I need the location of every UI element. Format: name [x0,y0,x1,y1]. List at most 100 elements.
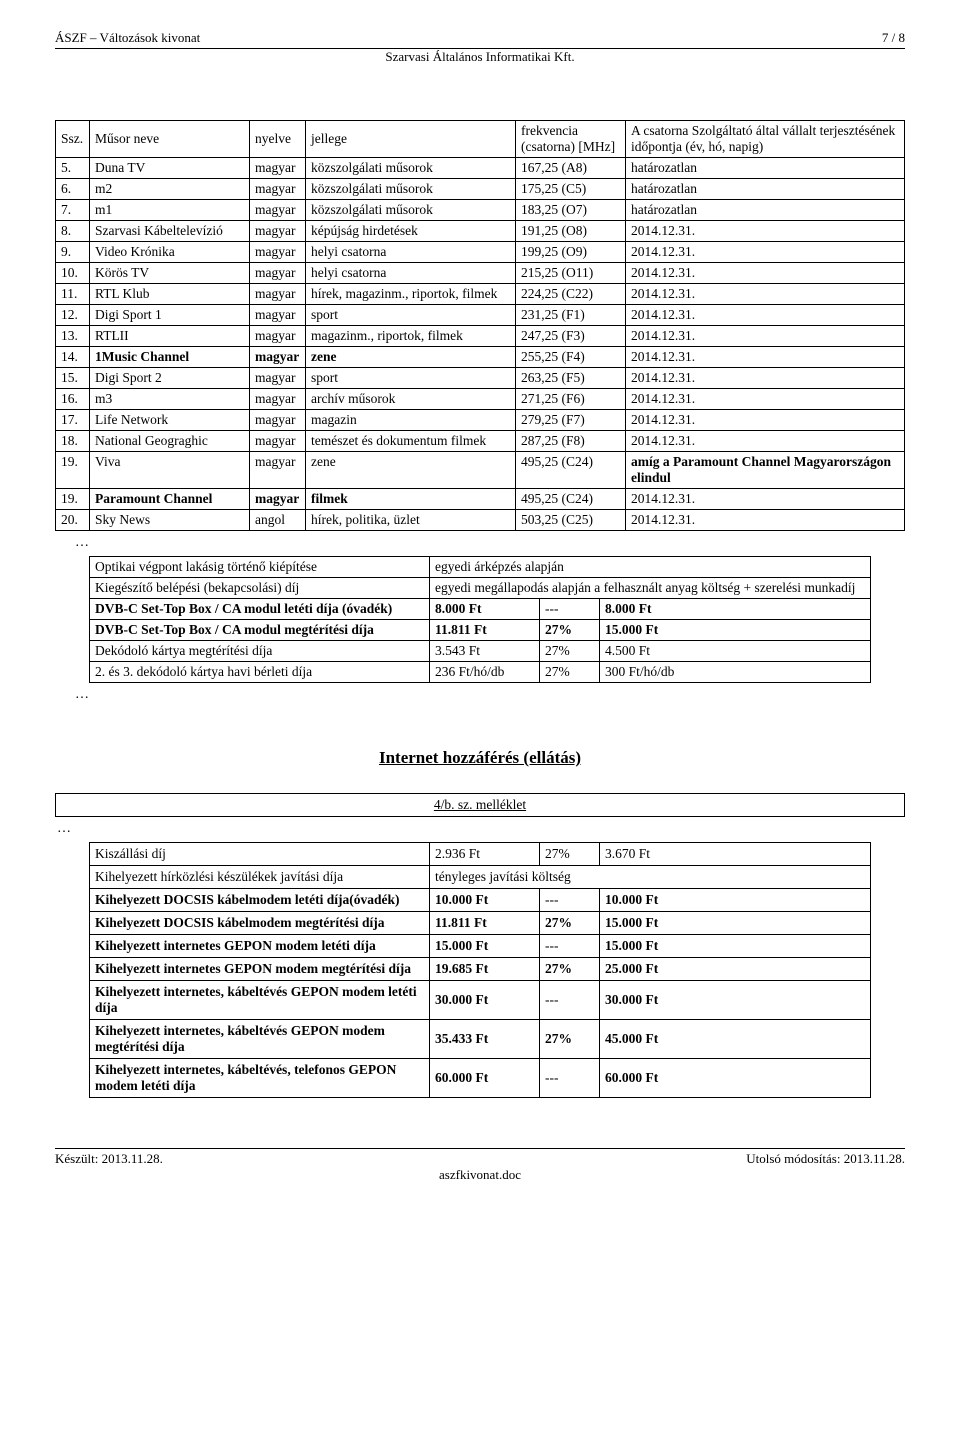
table-cell: 8.000 Ft [430,599,540,620]
table-cell: archív műsorok [306,389,516,410]
table-row: Kihelyezett hírközlési készülékek javítá… [90,866,871,889]
table-cell: 2. és 3. dekódoló kártya havi bérleti dí… [90,662,430,683]
table-cell: tényleges javítási költség [430,866,871,889]
section-title: Internet hozzáférés (ellátás) [55,748,905,768]
table-cell: 27% [540,662,600,683]
table-row: 19.Vivamagyarzene495,25 (C24)amíg a Para… [56,452,905,489]
table-cell: 27% [540,620,600,641]
table-row: 6.m2magyarközszolgálati műsorok175,25 (C… [56,179,905,200]
table-row: 14.1Music Channelmagyarzene255,25 (F4)20… [56,347,905,368]
table-row: DVB-C Set-Top Box / CA modul megtérítési… [90,620,871,641]
table-cell: 3.543 Ft [430,641,540,662]
table-cell: 15.000 Ft [600,935,871,958]
table-cell: Kihelyezett internetes, kábeltévés GEPON… [90,1020,430,1059]
table-cell: 2.936 Ft [430,843,540,866]
table-cell: Kihelyezett internetes GEPON modem letét… [90,935,430,958]
channels-header-cell: Ssz. [56,121,90,158]
table-cell: Kiegészítő belépési (bekapcsolási) díj [90,578,430,599]
table-cell: Kiszállási díj [90,843,430,866]
table-cell: 495,25 (C24) [516,489,626,510]
table-cell: magyar [250,179,306,200]
table-cell: 2014.12.31. [626,221,905,242]
table-cell: 5. [56,158,90,179]
table-cell: 4.500 Ft [600,641,871,662]
table-cell: 300 Ft/hó/db [600,662,871,683]
table-row: 15.Digi Sport 2magyarsport263,25 (F5)201… [56,368,905,389]
table-cell: Dekódoló kártya megtérítési díja [90,641,430,662]
table-row: Kiegészítő belépési (bekapcsolási) díjeg… [90,578,871,599]
table-cell: RTL Klub [90,284,250,305]
table-cell: m1 [90,200,250,221]
channels-header-cell: frekvencia (csatorna) [MHz] [516,121,626,158]
ellipsis-2: … [75,687,905,703]
table-cell: Duna TV [90,158,250,179]
table-cell: 3.670 Ft [600,843,871,866]
table-cell: 2014.12.31. [626,284,905,305]
table-row: 8.Szarvasi Kábeltelevíziómagyarképújság … [56,221,905,242]
table-cell: 45.000 Ft [600,1020,871,1059]
table-cell: 2014.12.31. [626,389,905,410]
table-cell: 10. [56,263,90,284]
table-cell: 27% [540,958,600,981]
table-cell: 19. [56,452,90,489]
page: ÁSZF – Változások kivonat 7 / 8 Szarvasi… [0,0,960,1433]
table-cell: 271,25 (F6) [516,389,626,410]
table-cell: Kihelyezett internetes, kábeltévés GEPON… [90,981,430,1020]
table-cell: 15. [56,368,90,389]
table-cell: 2014.12.31. [626,242,905,263]
table-cell: Digi Sport 1 [90,305,250,326]
page-footer: Készült: 2013.11.28. Utolsó módosítás: 2… [55,1148,905,1167]
table-cell: hírek, magazinm., riportok, filmek [306,284,516,305]
table-cell: 279,25 (F7) [516,410,626,431]
table-row: 9.Video Krónikamagyarhelyi csatorna199,2… [56,242,905,263]
table-cell: határozatlan [626,200,905,221]
table-row: 18.National Geograghicmagyartemészet és … [56,431,905,452]
table-cell: m2 [90,179,250,200]
footer-right: Utolsó módosítás: 2013.11.28. [746,1151,905,1167]
table-cell: 18. [56,431,90,452]
table-cell: magazinm., riportok, filmek [306,326,516,347]
channels-header-cell: jellege [306,121,516,158]
table-cell: helyi csatorna [306,242,516,263]
table-cell: temészet és dokumentum filmek [306,431,516,452]
table-row: Kihelyezett internetes, kábeltévés GEPON… [90,1020,871,1059]
table-cell: helyi csatorna [306,263,516,284]
table-cell: magyar [250,489,306,510]
table-cell: magyar [250,158,306,179]
annex-label: 4/b. sz. melléklet [55,793,905,817]
table-cell: Digi Sport 2 [90,368,250,389]
table-cell: 1Music Channel [90,347,250,368]
footer-center: aszfkivonat.doc [55,1167,905,1183]
table-cell: filmek [306,489,516,510]
table-cell: 7. [56,200,90,221]
table-cell: magyar [250,284,306,305]
table-cell: zene [306,452,516,489]
table-cell: 8.000 Ft [600,599,871,620]
table-cell: 60.000 Ft [430,1059,540,1098]
channels-header-cell: Műsor neve [90,121,250,158]
table-cell: egyedi megállapodás alapján a felhasznál… [430,578,871,599]
table-cell: 35.433 Ft [430,1020,540,1059]
table-cell: magyar [250,389,306,410]
table-cell: közszolgálati műsorok [306,200,516,221]
table-cell: határozatlan [626,158,905,179]
table-cell: 263,25 (F5) [516,368,626,389]
table-cell: 2014.12.31. [626,305,905,326]
table-cell: 27% [540,843,600,866]
table-row: Kihelyezett DOCSIS kábelmodem letéti díj… [90,889,871,912]
table-cell: Kihelyezett hírközlési készülékek javítá… [90,866,430,889]
table-cell: 2014.12.31. [626,368,905,389]
table-row: 10.Körös TVmagyarhelyi csatorna215,25 (O… [56,263,905,284]
table-cell: magyar [250,452,306,489]
table-cell: sport [306,305,516,326]
table-cell: 287,25 (F8) [516,431,626,452]
table-cell: 14. [56,347,90,368]
table-row: 11.RTL Klubmagyarhírek, magazinm., ripor… [56,284,905,305]
channels-table: Ssz.Műsor nevenyelvejellegefrekvencia (c… [55,120,905,531]
table-cell: National Geograghic [90,431,250,452]
table-cell: 12. [56,305,90,326]
table-cell: magyar [250,200,306,221]
table-cell: Körös TV [90,263,250,284]
table-cell: sport [306,368,516,389]
table-cell: 19. [56,489,90,510]
